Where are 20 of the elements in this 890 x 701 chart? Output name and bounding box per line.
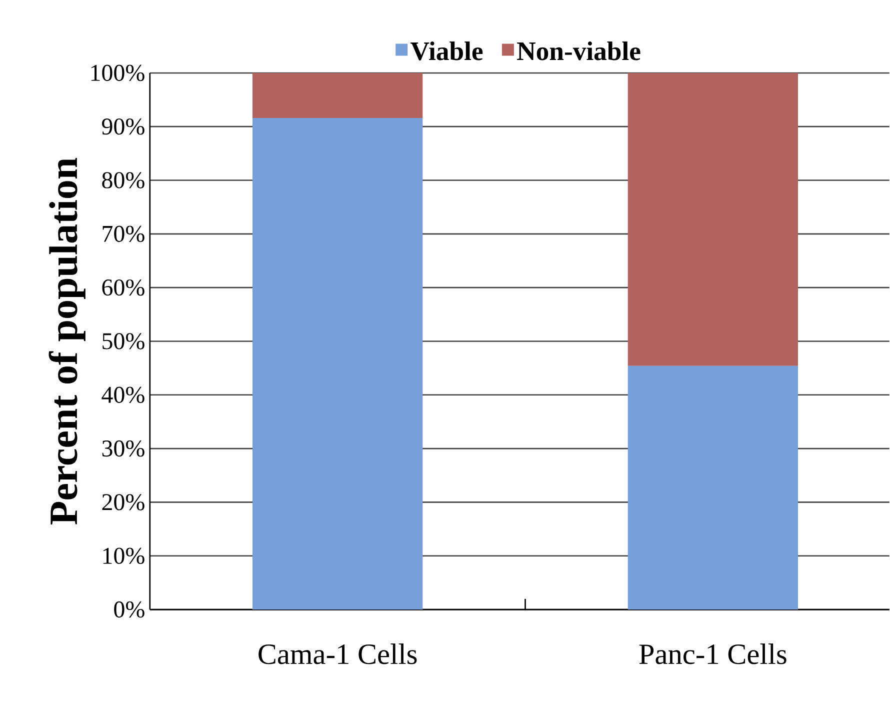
y-tick-label: 10% <box>103 548 144 564</box>
legend-label: Non-viable <box>517 41 640 60</box>
y-tick-label: 60% <box>102 279 144 296</box>
x-tick-label: Cama-1 Cells <box>258 643 417 664</box>
y-tick-label: 70% <box>102 226 144 242</box>
bar <box>252 72 423 118</box>
y-tick-label: 40% <box>102 386 144 403</box>
bar <box>628 366 798 610</box>
y-tick-label: 50% <box>102 332 144 350</box>
legend-label: Viable <box>410 41 483 60</box>
y-tick-label: 100% <box>91 64 144 81</box>
x-tick-label: Panc-1 Cells <box>639 643 786 664</box>
y-tick-label: 30% <box>102 440 144 456</box>
y-tick-label: 20% <box>102 494 144 510</box>
y-axis-title: Percent of population <box>48 158 86 524</box>
y-tick-label: 90% <box>102 118 144 134</box>
y-tick-label: 80% <box>102 172 144 188</box>
bar <box>628 72 798 366</box>
y-tick-label: 0% <box>114 601 144 618</box>
bar <box>252 118 423 610</box>
